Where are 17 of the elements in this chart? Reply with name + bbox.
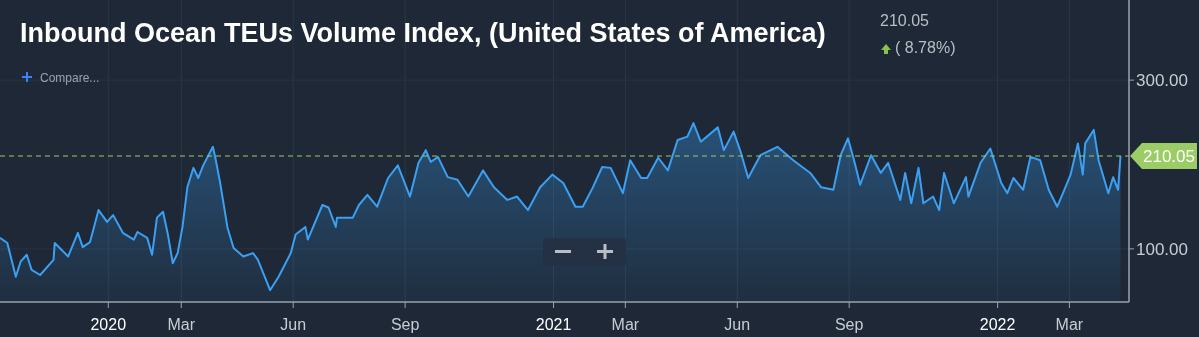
x-tick-label: Mar bbox=[1055, 316, 1084, 333]
x-tick-label: Jun bbox=[724, 316, 751, 333]
annotation: 210.05 bbox=[880, 12, 930, 29]
x-tick-label: 2020 bbox=[90, 316, 127, 333]
annotation: ( 8.78%) bbox=[895, 39, 956, 56]
ref-line-label: 210.05 bbox=[1143, 147, 1195, 167]
x-tick-label: 2021 bbox=[535, 316, 572, 333]
annotation: Compare... bbox=[40, 71, 100, 85]
y-tick-label: 100.00 bbox=[1136, 239, 1188, 259]
x-tick-label: Sep bbox=[834, 316, 864, 333]
x-tick-label: Sep bbox=[390, 316, 420, 333]
x-tick-label: Mar bbox=[611, 316, 640, 333]
x-tick-label: 2022 bbox=[979, 316, 1016, 333]
text: Inbound Ocean TEUs Volume Index, (United States of America) bbox=[20, 18, 826, 48]
x-tick-label: Mar bbox=[167, 316, 196, 333]
x-tick-label: Jun bbox=[280, 316, 307, 333]
y-tick-label: 300.00 bbox=[1136, 71, 1188, 91]
